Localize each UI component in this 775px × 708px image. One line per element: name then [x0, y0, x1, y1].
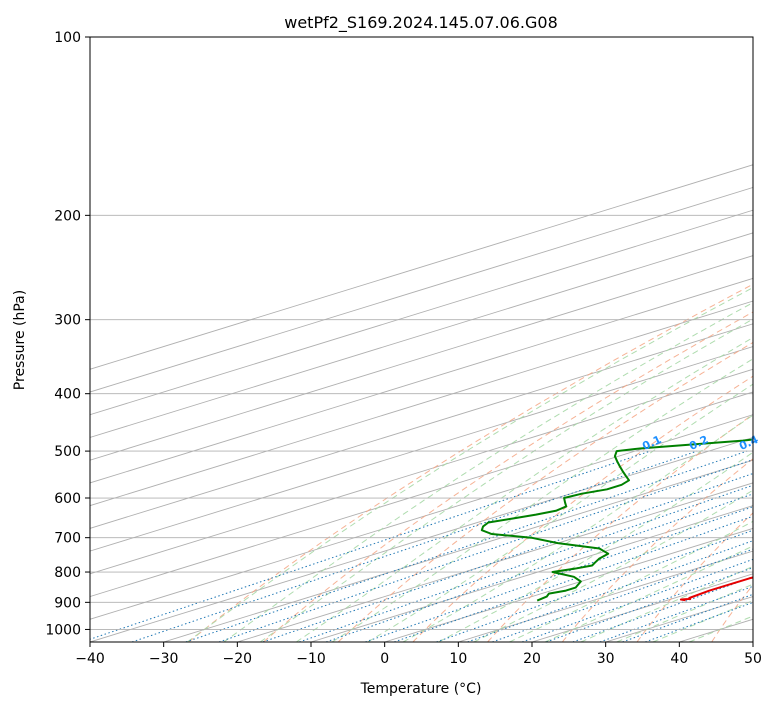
mixing-ratio-lines — [90, 450, 753, 642]
mixing-ratio-line — [546, 567, 753, 642]
x-tick-label: −30 — [149, 651, 179, 667]
dry-adiabat-line — [188, 283, 753, 642]
mixing-ratio-line — [262, 472, 753, 642]
y-axis-label: Pressure (hPa) — [12, 290, 28, 390]
x-tick-label: 30 — [597, 651, 615, 667]
y-axis-ticks: 100 200 300 400 500 600 700 800 900 1000 — [45, 30, 90, 638]
mixing-ratio-line — [131, 450, 698, 642]
isotherm-line — [752, 641, 753, 642]
moist-adiabat-line — [438, 451, 753, 642]
y-tick-label: 900 — [54, 595, 81, 611]
moist-adiabat-line — [296, 336, 753, 642]
y-tick-label: 1000 — [45, 622, 81, 638]
y-tick-label: 700 — [54, 531, 81, 547]
isotherm-line — [90, 414, 753, 620]
mixing-ratio-line — [185, 450, 748, 642]
plot-area — [90, 37, 753, 642]
moist-adiabat-line — [402, 414, 753, 642]
dry-adiabat-line — [412, 375, 753, 642]
moist-adiabat-line — [259, 318, 753, 642]
mixing-ratio-line — [218, 459, 753, 642]
x-tick-label: 0 — [380, 651, 389, 667]
isotherm-line — [310, 505, 753, 642]
y-tick-label: 800 — [54, 565, 81, 581]
mixing-ratio-line — [572, 576, 753, 642]
dewpoint-line — [480, 438, 753, 602]
mixing-ratio-line — [599, 585, 753, 642]
mixing-ratio-line — [90, 450, 651, 640]
isotherm-lines — [90, 164, 753, 642]
moist-adiabat-line — [186, 287, 753, 642]
plot-frame — [89, 36, 754, 643]
isotherm-line — [384, 527, 753, 642]
moist-adiabat-line — [223, 301, 753, 642]
isotherm-line — [90, 164, 753, 370]
y-tick-label: 200 — [54, 208, 81, 224]
isotherm-line — [90, 368, 753, 575]
mixing-ratio-line — [645, 601, 753, 642]
isotherm-line — [90, 436, 753, 642]
y-tick-label: 400 — [54, 387, 81, 403]
isotherm-line — [90, 232, 753, 438]
moist-adiabat-line — [473, 489, 753, 642]
x-tick-label: −20 — [223, 651, 253, 667]
isotherm-line — [90, 255, 753, 461]
moist-adiabat-line — [580, 565, 753, 642]
isotherm-line — [90, 277, 753, 484]
y-tick-label: 100 — [54, 30, 81, 46]
isotherm-line — [90, 209, 753, 416]
moist-adiabat-line — [367, 383, 753, 642]
x-tick-label: 10 — [449, 651, 467, 667]
x-axis-label: Temperature (°C) — [360, 681, 482, 697]
isotherm-line — [90, 300, 753, 507]
moist-adiabat-line — [544, 545, 753, 642]
plot-border — [89, 36, 754, 643]
dry-adiabat-line — [263, 311, 753, 642]
isotherm-line — [90, 186, 753, 393]
y-tick-label: 300 — [54, 313, 81, 329]
chart-title: wetPf2_S169.2024.145.07.06.G08 — [284, 13, 558, 33]
moist-adiabat-lines — [186, 287, 753, 642]
mixing-ratio-line — [622, 593, 753, 642]
x-tick-label: 50 — [744, 651, 762, 667]
x-tick-label: 40 — [670, 651, 688, 667]
isotherm-line — [90, 346, 753, 552]
sounding-series — [480, 438, 753, 602]
moist-adiabat-line — [331, 358, 753, 642]
mixing-ratio-line — [365, 506, 753, 642]
dry-adiabat-line — [561, 458, 753, 642]
dry-adiabat-line — [636, 512, 753, 642]
isotherm-line — [163, 459, 753, 642]
x-tick-label: 20 — [523, 651, 541, 667]
pressure-grid — [90, 37, 753, 630]
mixing-ratio-line — [492, 548, 753, 642]
isotherm-line — [237, 482, 753, 642]
isotherm-line — [90, 323, 753, 529]
plot-background — [90, 37, 753, 642]
x-tick-label: −40 — [75, 651, 105, 667]
dry-adiabat-line — [711, 584, 753, 642]
y-tick-label: 500 — [54, 444, 81, 460]
x-tick-label: −10 — [296, 651, 326, 667]
isotherm-line — [90, 391, 753, 598]
y-tick-label: 600 — [54, 491, 81, 507]
x-axis-ticks: −40 −30 −20 −10 0 10 20 30 40 50 — [75, 642, 762, 667]
